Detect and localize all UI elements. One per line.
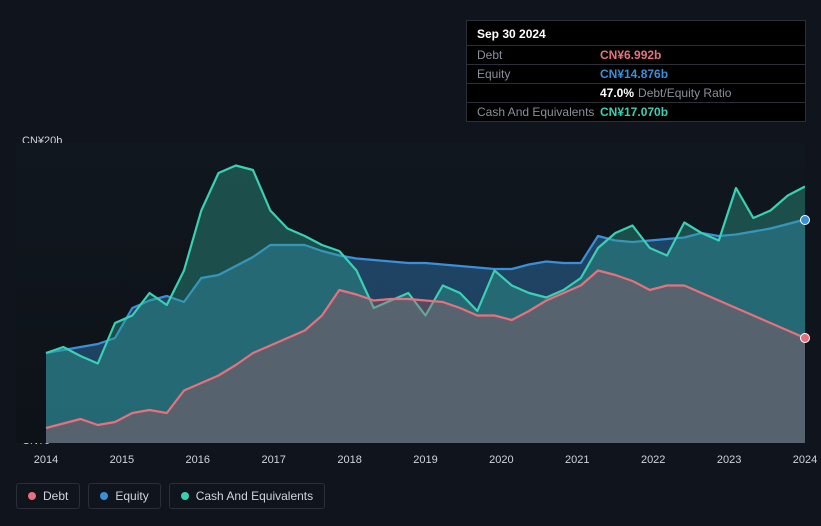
x-axis-label: 2023 [717,454,741,466]
tooltip-date: Sep 30 2024 [467,21,805,46]
tooltip-row-value: CN¥14.876b [600,67,668,81]
x-axis-label: 2021 [565,454,589,466]
chart-plot-area[interactable] [16,143,805,443]
x-axis-label: 2022 [641,454,665,466]
chart-container: CN¥20bCN¥0 20142015201620172018201920202… [16,123,805,473]
legend-label: Equity [115,489,148,503]
tooltip-row: EquityCN¥14.876b [467,65,805,84]
x-axis-label: 2020 [489,454,513,466]
x-axis-label: 2017 [261,454,285,466]
legend-label: Cash And Equivalents [196,489,313,503]
tooltip-row: DebtCN¥6.992b [467,46,805,65]
legend-dot-icon [181,492,189,500]
x-axis: 2014 2015 2016 2017 2018 2019 2020 2021 2022 2023… [16,445,805,463]
x-axis-label: 2018 [337,454,361,466]
legend-item-equity[interactable]: Equity [88,483,160,509]
tooltip-row-label [477,86,600,100]
x-axis-label: 2024 [793,454,817,466]
legend-item-debt[interactable]: Debt [16,483,80,509]
x-axis-label: 2019 [413,454,437,466]
summary-tooltip: Sep 30 2024 DebtCN¥6.992bEquityCN¥14.876… [466,20,806,122]
tooltip-row: 47.0%Debt/Equity Ratio [467,84,805,103]
x-axis-label: 2015 [110,454,134,466]
tooltip-row-label: Equity [477,67,600,81]
tooltip-row-value: CN¥6.992b [600,48,661,62]
x-axis-label: 2016 [186,454,210,466]
chart-svg [16,143,805,443]
series-end-marker-equity [800,215,810,225]
x-axis-label: 2014 [34,454,58,466]
legend-dot-icon [100,492,108,500]
chart-legend: Debt Equity Cash And Equivalents [16,483,325,509]
tooltip-row-value: CN¥17.070b [600,105,668,119]
legend-dot-icon [28,492,36,500]
tooltip-row: Cash And EquivalentsCN¥17.070b [467,103,805,121]
tooltip-row-label: Cash And Equivalents [477,105,600,119]
tooltip-row-suffix: Debt/Equity Ratio [638,86,731,100]
tooltip-row-value: 47.0%Debt/Equity Ratio [600,86,731,100]
legend-item-cash[interactable]: Cash And Equivalents [169,483,325,509]
series-end-marker-debt [800,333,810,343]
legend-label: Debt [43,489,68,503]
tooltip-row-label: Debt [477,48,600,62]
